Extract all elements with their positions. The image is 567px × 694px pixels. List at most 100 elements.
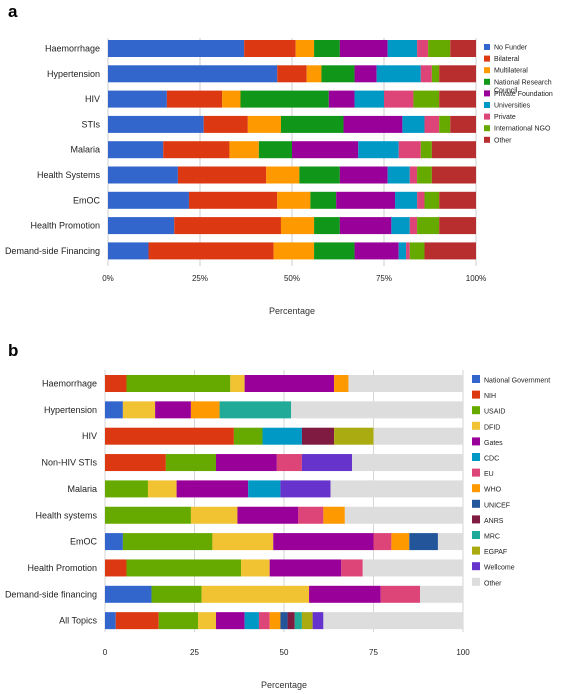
legend-label: No Funder bbox=[494, 45, 528, 52]
bar-segment bbox=[240, 90, 329, 108]
bar-segment bbox=[273, 533, 374, 551]
category-label: Demand-side financing bbox=[5, 589, 97, 599]
legend-label: Bilateral bbox=[494, 56, 520, 63]
bar-segment bbox=[163, 141, 230, 159]
bar-segment bbox=[188, 191, 278, 209]
category-label: All Topics bbox=[59, 616, 97, 626]
legend-label-line: Council bbox=[494, 87, 518, 94]
bar-segment bbox=[258, 141, 292, 159]
bar-segment bbox=[431, 166, 476, 184]
bar-segment bbox=[176, 480, 249, 498]
bar-segment bbox=[387, 166, 410, 184]
legend-label: EU bbox=[484, 471, 494, 478]
x-tick-label: 50 bbox=[280, 648, 289, 657]
bar-segment bbox=[391, 217, 410, 235]
legend-label: Private bbox=[494, 114, 516, 121]
legend-label: Other bbox=[484, 580, 502, 587]
legend-label: NIH bbox=[484, 393, 496, 400]
bar-segment bbox=[439, 191, 476, 209]
x-tick-label: 100 bbox=[456, 648, 470, 657]
bar-segment bbox=[105, 454, 166, 472]
bar-segment bbox=[417, 217, 440, 235]
bar-segment bbox=[424, 191, 440, 209]
category-label: Health Promotion bbox=[30, 221, 100, 231]
category-label: Haemorrhage bbox=[42, 379, 97, 389]
bar-segment bbox=[339, 40, 388, 57]
bar-segment bbox=[177, 166, 267, 184]
legend-swatch bbox=[484, 44, 490, 50]
legend-swatch bbox=[484, 125, 490, 132]
bar-segment bbox=[398, 242, 407, 260]
bar-segment bbox=[439, 65, 476, 83]
bar-segment bbox=[437, 533, 463, 551]
bar-segment bbox=[309, 585, 381, 603]
bar-segment bbox=[417, 191, 425, 209]
bar-segment bbox=[336, 191, 396, 209]
panel-a-chart: 0% 25% 50% 75% 100% Haemorrhage Hypertension HI… bbox=[5, 38, 553, 316]
bar-segment bbox=[328, 90, 355, 108]
bar-segment bbox=[212, 533, 274, 551]
bar-segment bbox=[391, 533, 410, 551]
bar-segment bbox=[273, 242, 315, 260]
category-label: HIV bbox=[82, 431, 97, 441]
x-tick-label: 0 bbox=[103, 648, 108, 657]
legend-label: CDC bbox=[484, 456, 499, 463]
legend-swatch bbox=[472, 421, 480, 430]
bar-segment bbox=[105, 506, 191, 524]
bar-segment bbox=[380, 585, 421, 603]
bar-segment bbox=[105, 559, 127, 577]
bar-segment bbox=[420, 65, 432, 83]
bar-segment bbox=[306, 65, 322, 83]
bar-segment bbox=[108, 166, 178, 184]
bar-segment bbox=[215, 612, 245, 630]
legend-label: UNICEF bbox=[484, 502, 510, 509]
bar-segment bbox=[294, 612, 302, 630]
bar-segment bbox=[233, 427, 263, 445]
bar-segment bbox=[373, 533, 392, 551]
bar-segment bbox=[358, 141, 399, 159]
bar-segment bbox=[413, 90, 440, 108]
category-label: Malaria bbox=[70, 145, 100, 155]
category-label: Hypertension bbox=[44, 405, 97, 415]
bar-segment bbox=[409, 217, 418, 235]
bar-segment bbox=[373, 427, 463, 445]
bar-segment bbox=[301, 612, 313, 630]
bar-segment bbox=[126, 559, 242, 577]
legend-label: EGPAF bbox=[484, 549, 507, 556]
bar-segment bbox=[395, 191, 418, 209]
bar-segment bbox=[108, 141, 164, 159]
panel-b-letter: b bbox=[8, 341, 18, 360]
legend-swatch bbox=[472, 577, 480, 586]
bar-segment bbox=[280, 612, 288, 630]
legend-swatch bbox=[484, 90, 490, 97]
bar-segment bbox=[244, 375, 335, 392]
bar-segment bbox=[174, 217, 281, 235]
bar-segment bbox=[280, 115, 344, 133]
category-label: STIs bbox=[81, 119, 100, 129]
legend-label: International NGO bbox=[494, 126, 551, 133]
bar-segment bbox=[387, 40, 418, 57]
bar-segment bbox=[190, 506, 238, 524]
bar-segment bbox=[348, 375, 463, 392]
bar-segment bbox=[108, 90, 167, 108]
bar-segment bbox=[190, 401, 220, 419]
bar-segment bbox=[151, 585, 202, 603]
legend-label: WHO bbox=[484, 487, 502, 494]
bar-segment bbox=[417, 40, 429, 57]
legend-swatch bbox=[472, 453, 480, 461]
bar-segment bbox=[165, 454, 216, 472]
bar-segment bbox=[409, 242, 425, 260]
bar-segment bbox=[323, 612, 463, 630]
bar-segment bbox=[215, 454, 277, 472]
bar-segment bbox=[321, 65, 355, 83]
bar-segment bbox=[201, 585, 310, 603]
x-tick-label: 25 bbox=[190, 648, 199, 657]
bar-segment bbox=[269, 559, 342, 577]
category-label: Health Promotion bbox=[27, 563, 97, 573]
bar-segment bbox=[450, 115, 476, 133]
bar-segment bbox=[148, 242, 274, 260]
legend-swatch bbox=[472, 531, 480, 539]
x-tick-label: 100% bbox=[466, 274, 486, 283]
legend-swatch bbox=[484, 78, 490, 85]
panel-a-letter: a bbox=[8, 2, 18, 21]
